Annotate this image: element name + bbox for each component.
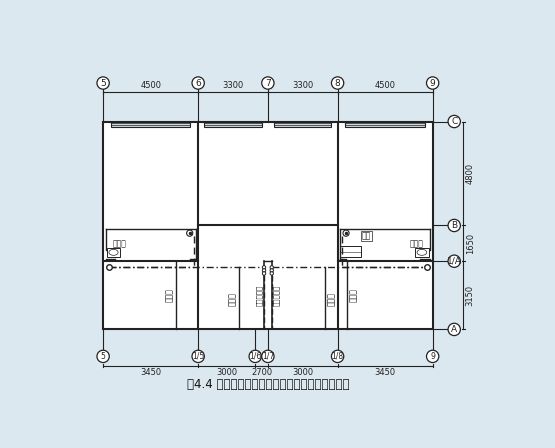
Text: 厨房: 厨房 [361,232,371,241]
Circle shape [448,323,461,336]
Text: 1650: 1650 [466,233,475,254]
Text: 3000: 3000 [216,368,237,377]
Circle shape [262,350,274,362]
Circle shape [263,269,266,272]
Bar [340,246,361,257]
Text: 3000: 3000 [292,368,314,377]
Circle shape [331,350,344,362]
Bar [204,121,262,127]
Bar [345,121,425,127]
Circle shape [270,272,274,275]
Text: 3300: 3300 [292,81,314,90]
Text: 图4.4 中间单元底层给水、热水、排水工程平面图: 图4.4 中间单元底层给水、热水、排水工程平面图 [186,379,349,392]
Text: 排水管: 排水管 [350,289,359,302]
Circle shape [192,77,204,89]
Text: 5: 5 [100,352,105,361]
Circle shape [186,230,193,236]
Text: 5: 5 [100,78,106,87]
Text: 1/6: 1/6 [249,352,261,361]
Text: 9: 9 [430,352,435,361]
Bar [415,248,429,257]
Text: 3300: 3300 [223,81,244,90]
Bar [103,121,433,329]
Circle shape [343,230,349,236]
Text: 7: 7 [265,78,271,87]
Circle shape [270,266,274,269]
Text: 给水管: 给水管 [327,292,336,306]
Text: 3450: 3450 [140,368,161,377]
Circle shape [263,272,266,275]
Circle shape [97,350,109,362]
Circle shape [263,266,266,269]
Circle shape [426,77,439,89]
Text: 2700: 2700 [251,368,272,377]
Circle shape [448,115,461,128]
Circle shape [331,77,344,89]
Text: 热水供水管: 热水供水管 [273,284,280,306]
Text: 3150: 3150 [466,285,475,306]
Circle shape [270,269,274,272]
Text: 卫生间: 卫生间 [112,239,126,248]
Text: 给水管: 给水管 [228,292,237,306]
Circle shape [448,220,461,232]
Text: A: A [451,325,457,334]
Text: 1/7: 1/7 [262,352,274,361]
Text: 8: 8 [335,78,340,87]
Circle shape [97,77,109,89]
Text: 4800: 4800 [466,163,475,184]
Text: 6: 6 [195,78,201,87]
Circle shape [249,350,261,362]
Text: C: C [451,117,457,126]
Text: 4500: 4500 [375,81,396,90]
Circle shape [426,350,439,362]
Circle shape [448,255,461,267]
Circle shape [192,350,204,362]
Bar [107,248,120,257]
Text: 排水管: 排水管 [165,289,174,302]
Bar [111,121,190,127]
Circle shape [262,77,274,89]
Bar [274,121,331,127]
Text: 热水回水管: 热水回水管 [256,284,263,306]
Text: 卫生间: 卫生间 [410,239,423,248]
Text: B: B [451,221,457,230]
Text: 1/5: 1/5 [192,352,204,361]
Text: 3450: 3450 [375,368,396,377]
Text: 1/A: 1/A [447,257,462,266]
Text: 4500: 4500 [140,81,161,90]
Text: 9: 9 [430,78,436,87]
Text: 1/8: 1/8 [331,352,344,361]
